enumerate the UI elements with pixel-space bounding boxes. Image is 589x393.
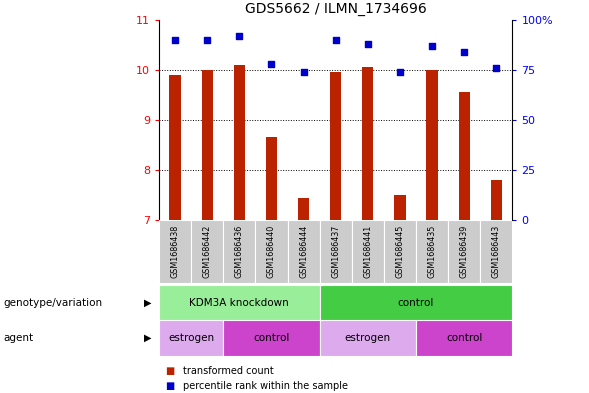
Bar [298,198,309,220]
Bar [459,92,470,220]
Text: GSM1686436: GSM1686436 [235,225,244,278]
Text: ■: ■ [165,366,174,376]
Bar [426,70,438,220]
Bar [223,220,256,283]
Text: estrogen: estrogen [168,333,214,343]
Bar [491,180,502,220]
Bar [256,220,287,283]
Text: agent: agent [3,333,33,343]
Bar [201,70,213,220]
Bar [416,220,448,283]
Text: GSM1686441: GSM1686441 [363,225,372,278]
Bar [352,220,384,283]
Bar [416,320,512,356]
Point [203,37,212,43]
Point [234,33,244,39]
Bar [170,75,181,220]
Bar [384,220,416,283]
Text: control: control [398,298,434,308]
Text: GSM1686442: GSM1686442 [203,225,211,278]
Text: GSM1686444: GSM1686444 [299,225,308,278]
Point [363,40,373,47]
Title: GDS5662 / ILMN_1734696: GDS5662 / ILMN_1734696 [245,2,426,16]
Bar [320,220,352,283]
Bar [159,285,320,320]
Bar [159,320,223,356]
Bar [159,220,191,283]
Text: ▶: ▶ [144,333,151,343]
Text: genotype/variation: genotype/variation [3,298,102,308]
Bar [480,220,512,283]
Bar [330,72,342,220]
Bar [362,67,373,220]
Text: ▶: ▶ [144,298,151,308]
Text: ■: ■ [165,381,174,391]
Text: GSM1686443: GSM1686443 [492,225,501,278]
Text: GSM1686438: GSM1686438 [171,225,180,278]
Bar [287,220,320,283]
Bar [191,220,223,283]
Text: GSM1686437: GSM1686437 [331,225,340,278]
Text: control: control [446,333,482,343]
Point [395,69,405,75]
Point [428,42,437,49]
Bar [448,220,480,283]
Bar [320,285,512,320]
Text: GSM1686445: GSM1686445 [395,225,405,278]
Point [492,64,501,71]
Bar [395,195,406,220]
Point [170,37,180,43]
Bar [234,65,245,220]
Bar [320,320,416,356]
Point [267,61,276,67]
Text: control: control [253,333,290,343]
Text: percentile rank within the sample: percentile rank within the sample [183,381,348,391]
Text: GSM1686440: GSM1686440 [267,225,276,278]
Point [299,69,308,75]
Text: estrogen: estrogen [345,333,391,343]
Point [459,49,469,55]
Point [331,37,340,43]
Text: GSM1686439: GSM1686439 [460,225,469,278]
Text: KDM3A knockdown: KDM3A knockdown [190,298,289,308]
Text: transformed count: transformed count [183,366,273,376]
Bar [223,320,320,356]
Text: GSM1686435: GSM1686435 [428,225,436,278]
Bar [266,138,277,220]
